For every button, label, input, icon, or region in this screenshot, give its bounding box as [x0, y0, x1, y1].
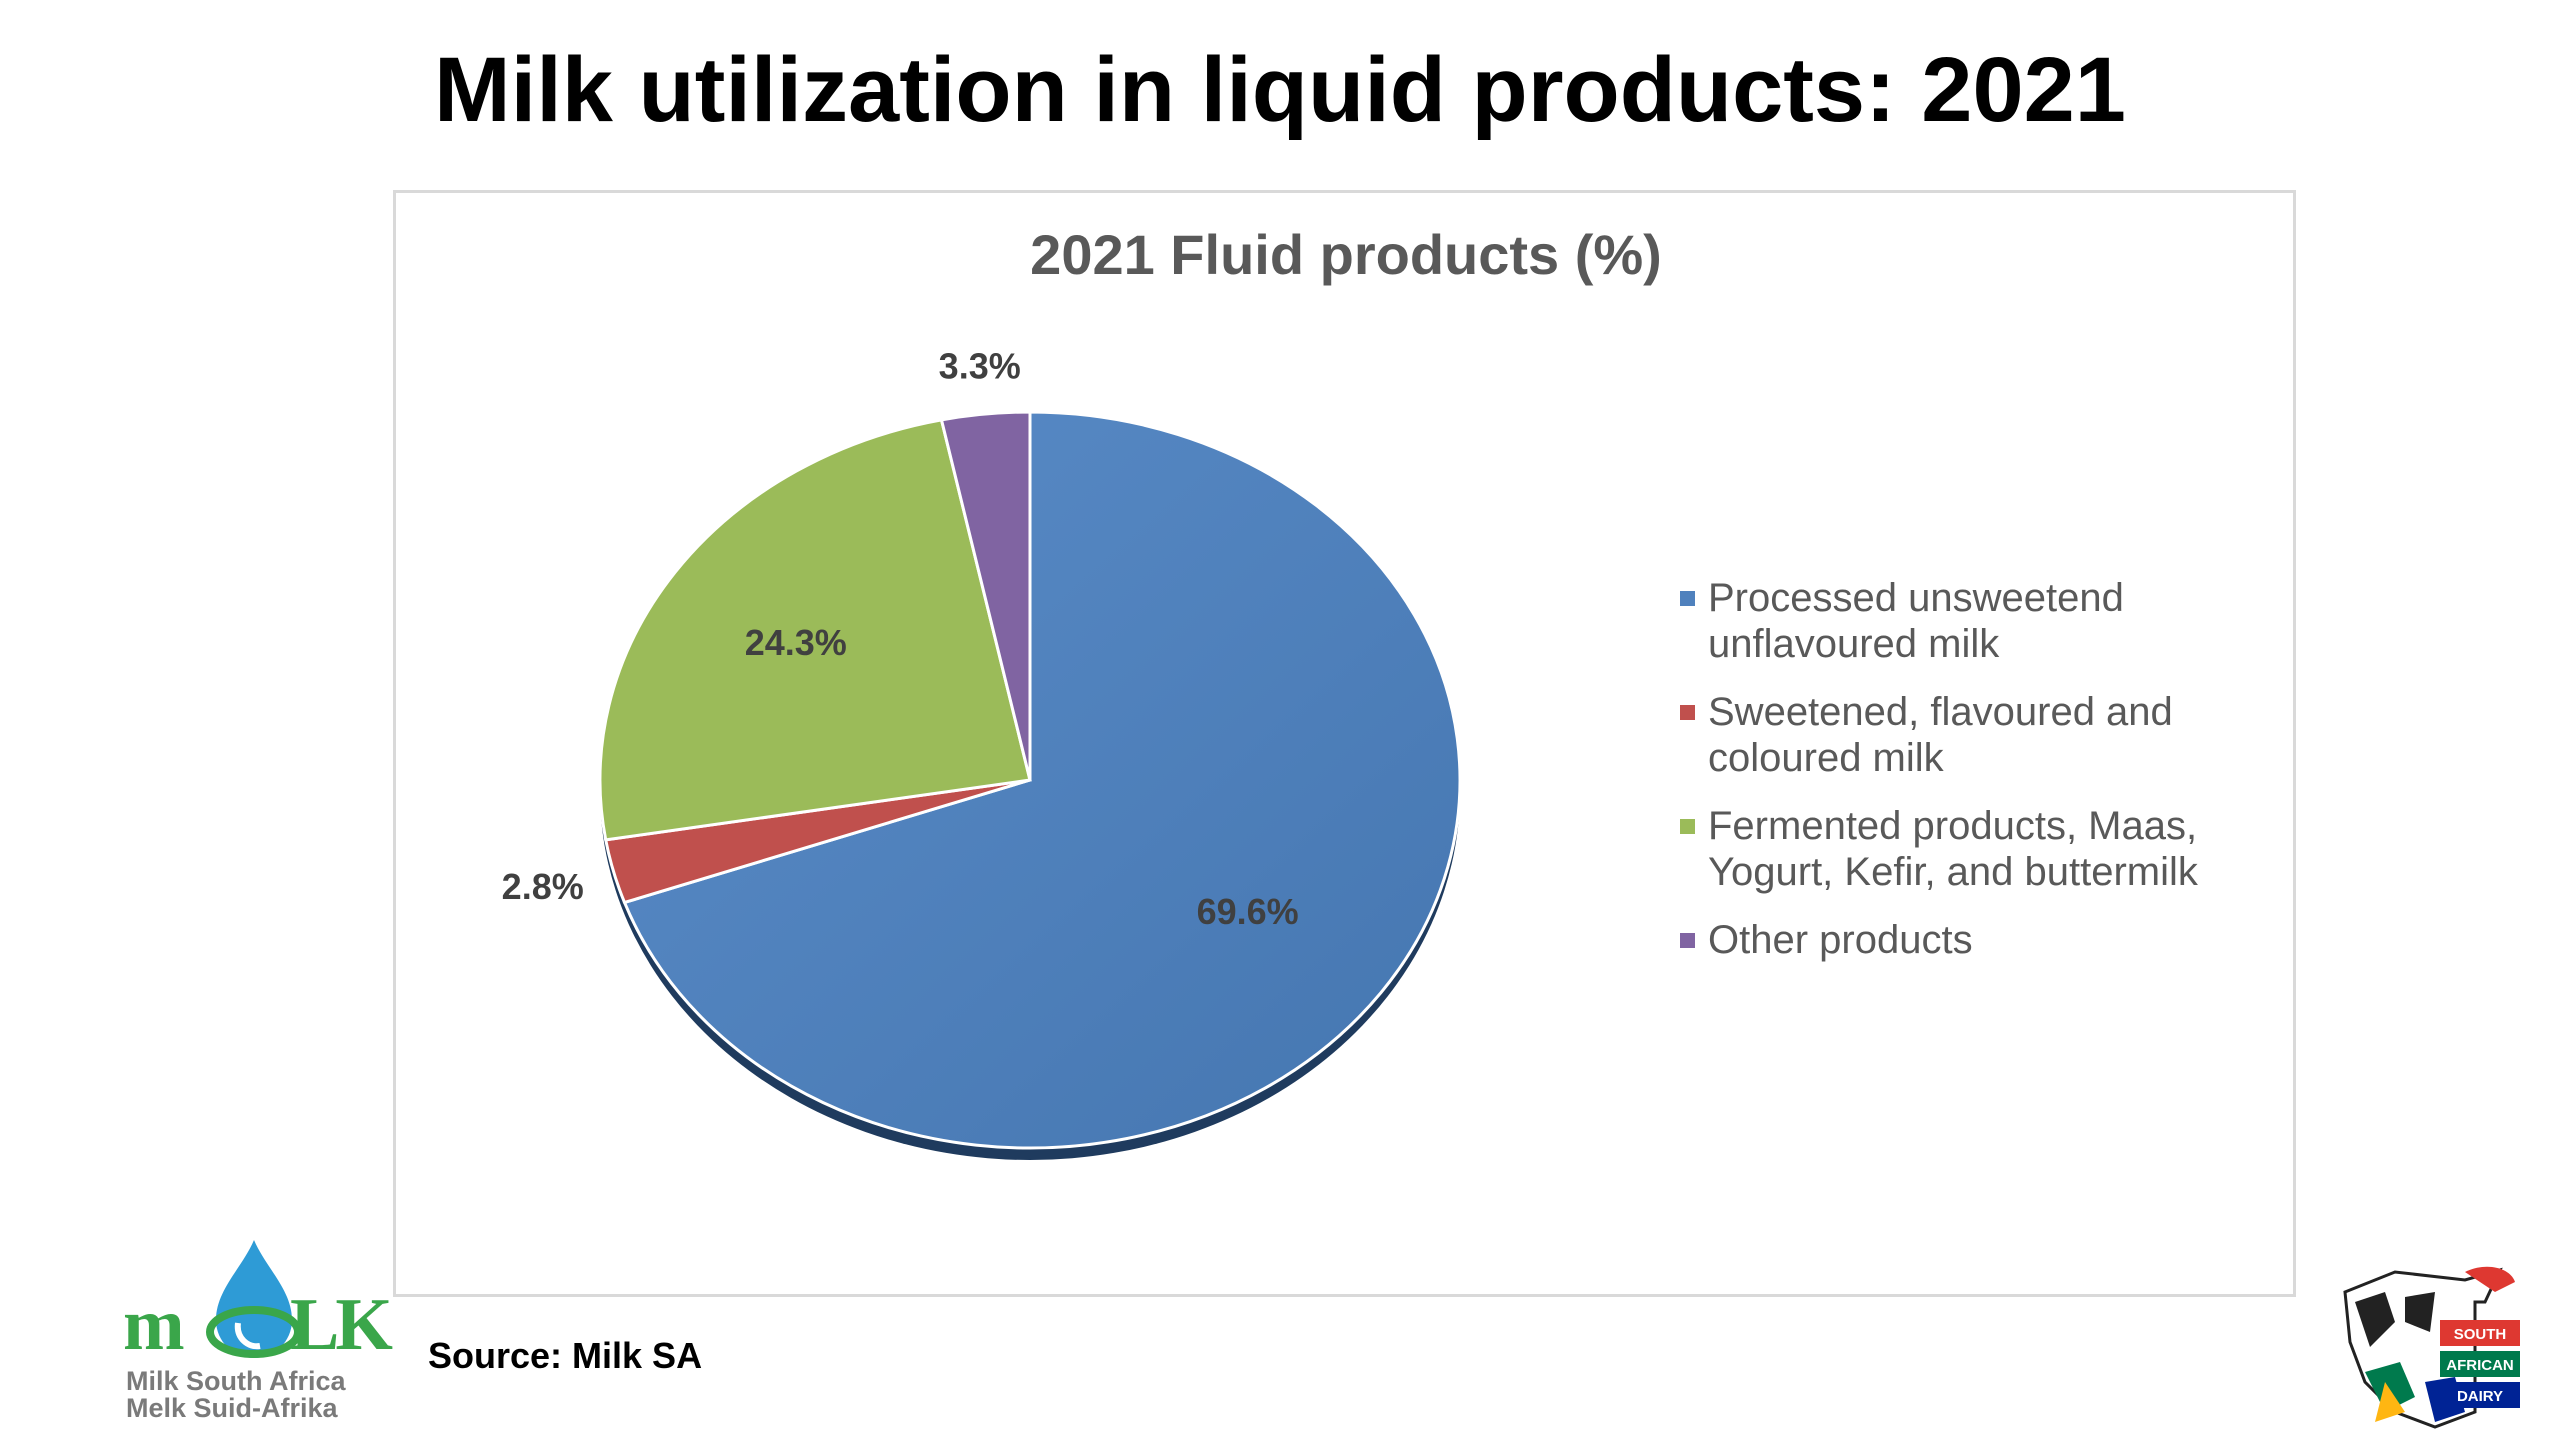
legend-label: Fermented products, Maas, Yogurt, Kefir,…	[1708, 803, 2268, 895]
milk-sa-line2: Melk Suid-Afrika	[126, 1393, 338, 1423]
legend-swatch	[1680, 705, 1695, 720]
chart-legend: Processed unsweetend unflavoured milk Sw…	[1680, 575, 2268, 985]
legend-label-line: unflavoured milk	[1708, 622, 2000, 666]
sa-dairy-line3: DAIRY	[2457, 1388, 2503, 1405]
legend-item-fermented: Fermented products, Maas, Yogurt, Kefir,…	[1680, 803, 2268, 895]
legend-item-processed: Processed unsweetend unflavoured milk	[1680, 575, 2268, 667]
legend-swatch	[1680, 591, 1695, 606]
milk-drop-icon	[206, 1240, 302, 1358]
legend-swatch	[1680, 933, 1695, 948]
legend-label-line: Sweetened, flavoured and	[1708, 690, 2173, 734]
slide-title: Milk utilization in liquid products: 202…	[434, 39, 2126, 141]
legend-label-line: Yogurt, Kefir, and buttermilk	[1708, 850, 2198, 894]
legend-label-line: Other products	[1708, 918, 1973, 962]
pie-labels: 69.6% 2.8% 24.3% 3.3%	[502, 345, 1299, 931]
data-label-processed: 69.6%	[1197, 891, 1299, 932]
legend-label: Processed unsweetend unflavoured milk	[1708, 575, 2268, 667]
milk-sa-wordmark-right: LK	[290, 1284, 393, 1366]
legend-label-line: coloured milk	[1708, 736, 1944, 780]
sa-dairy-line1: SOUTH	[2454, 1326, 2507, 1343]
source-note: Source: Milk SA	[428, 1335, 703, 1376]
legend-label-line: Processed unsweetend	[1708, 576, 2124, 620]
data-label-fermented: 24.3%	[745, 622, 847, 663]
legend-label: Sweetened, flavoured and coloured milk	[1708, 689, 2268, 781]
sa-dairy-logo: SOUTH AFRICAN DAIRY	[2325, 1262, 2535, 1432]
legend-label: Other products	[1708, 917, 2268, 963]
pie-slice-other	[939, 410, 1032, 781]
data-label-other: 3.3%	[939, 345, 1021, 386]
chart-title: 2021 Fluid products (%)	[1030, 223, 1662, 286]
milk-sa-line1: Milk South Africa	[126, 1366, 346, 1396]
pie-slice-processed	[622, 410, 1462, 1150]
milk-sa-wordmark-left: m	[123, 1284, 185, 1366]
legend-item-other: Other products	[1680, 917, 2268, 963]
data-label-sweetened: 2.8%	[502, 866, 584, 907]
cow-flag-icon: SOUTH AFRICAN DAIRY	[2343, 1266, 2520, 1429]
legend-swatch	[1680, 819, 1695, 834]
pie-slices	[598, 410, 1462, 1150]
sa-dairy-line2: AFRICAN	[2446, 1357, 2514, 1374]
pie-slice-fermented	[598, 418, 1032, 842]
legend-item-sweetened: Sweetened, flavoured and coloured milk	[1680, 689, 2268, 781]
milk-sa-logo: m LK Milk South Africa Melk Suid-Afrika	[118, 1228, 393, 1423]
legend-label-line: Fermented products, Maas,	[1708, 804, 2198, 848]
